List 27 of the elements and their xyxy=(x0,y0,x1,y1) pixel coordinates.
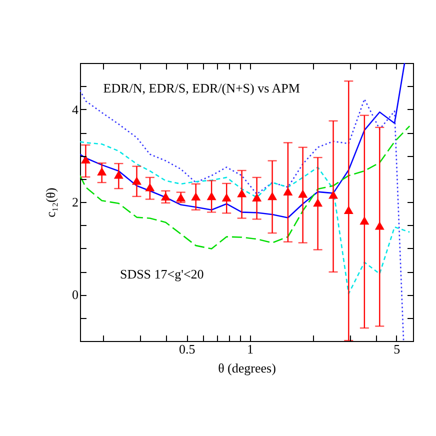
y-axis-title: c₁₂(θ) xyxy=(43,188,58,218)
x-tick-label: 1 xyxy=(247,342,254,356)
point xyxy=(328,190,338,199)
point xyxy=(374,222,384,230)
point xyxy=(252,193,262,202)
point xyxy=(176,193,186,202)
x-tick-label: 5 xyxy=(394,342,400,356)
point xyxy=(114,170,124,179)
annotation: SDSS 17<g'<20 xyxy=(120,266,204,282)
y-tick-label: 4 xyxy=(72,102,79,117)
point xyxy=(222,193,232,202)
point xyxy=(268,192,278,200)
point xyxy=(191,192,201,201)
annotation: EDR/N, EDR/S, EDR/(N+S) vs APM xyxy=(103,80,300,96)
point xyxy=(160,192,170,201)
point xyxy=(344,206,354,214)
x-axis-title: θ (degrees) xyxy=(218,360,276,376)
point xyxy=(206,192,216,200)
point xyxy=(313,198,323,207)
point xyxy=(298,190,308,198)
point xyxy=(237,189,247,198)
y-tick-label: 0 xyxy=(72,287,78,302)
point xyxy=(283,187,293,196)
point xyxy=(145,183,155,192)
x-tick-label: 0.5 xyxy=(179,342,196,356)
point xyxy=(360,216,370,225)
y-tick-label: 2 xyxy=(72,194,78,210)
